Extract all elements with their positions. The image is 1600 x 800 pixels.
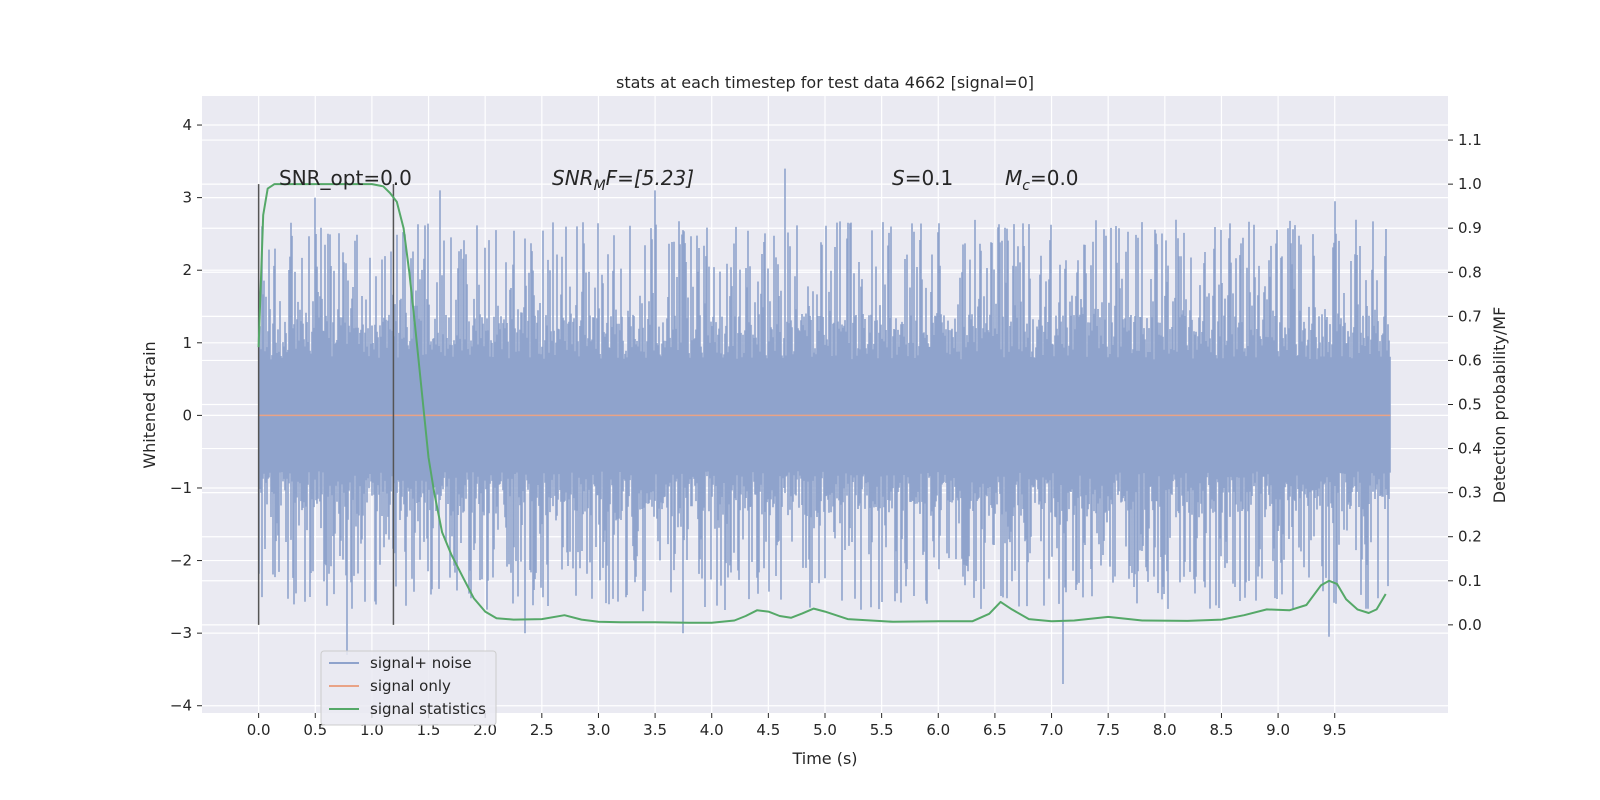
y-axis-title: Whitened strain: [140, 341, 159, 468]
y-axis-ticks: −4 −3 −2 −1 0 1 2 3 4: [170, 116, 202, 715]
y-tick-label: −3: [170, 624, 192, 642]
y2-tick-label: 0.2: [1458, 528, 1482, 546]
x-tick-label: 8.5: [1210, 721, 1234, 739]
x-tick-label: 7.5: [1096, 721, 1120, 739]
y-tick-label: −2: [170, 552, 192, 570]
y-tick-label: −4: [170, 697, 192, 715]
x-tick-label: 4.5: [756, 721, 780, 739]
x-tick-label: 8.0: [1153, 721, 1177, 739]
x-axis-title: Time (s): [791, 749, 857, 768]
legend-label-signal-only: signal only: [370, 677, 451, 695]
x-tick-label: 0.0: [247, 721, 271, 739]
annotation-snr-mf: SNRMF=[5.23]: [552, 166, 694, 194]
x-tick-label: 3.5: [643, 721, 667, 739]
y2-tick-label: 1.1: [1458, 131, 1482, 149]
y2-tick-label: 0.3: [1458, 484, 1482, 502]
y-tick-label: 2: [182, 261, 192, 279]
x-tick-label: 9.5: [1323, 721, 1347, 739]
x-tick-label: 9.0: [1266, 721, 1290, 739]
legend-label-signal-noise: signal+ noise: [370, 654, 472, 672]
y-tick-label: 3: [182, 189, 192, 207]
x-tick-label: 2.5: [530, 721, 554, 739]
y2-tick-label: 0.4: [1458, 440, 1482, 458]
vertical-markers: [257, 184, 395, 625]
legend-box: [320, 650, 497, 726]
y-tick-label: 1: [182, 334, 192, 352]
signal-statistics-line: [257, 183, 1387, 624]
x-tick-label: 0.5: [303, 721, 327, 739]
annotation-mc: Mc=0.0: [1005, 166, 1079, 194]
y2-tick-label: 0.5: [1458, 396, 1482, 414]
y2-tick-label: 0.1: [1458, 572, 1482, 590]
y-tick-label: −1: [170, 479, 192, 497]
annotation-snr-opt: SNR_opt=0.0: [279, 166, 412, 190]
y-tick-label: 0: [182, 406, 192, 424]
y2-tick-label: 0.0: [1458, 616, 1482, 634]
y2-tick-label: 0.9: [1458, 219, 1482, 237]
chart-title: stats at each timestep for test data 466…: [616, 73, 1034, 92]
x-tick-label: 5.5: [870, 721, 894, 739]
x-tick-label: 7.0: [1040, 721, 1064, 739]
y2-axis-ticks: 0.0 0.1 0.2 0.3 0.4 0.5 0.6 0.7 0.8 0.9 1.0 1.1: [1448, 131, 1482, 634]
legend-label-signal-statistics: signal statistics: [370, 700, 486, 718]
x-tick-label: 4.0: [700, 721, 724, 739]
x-tick-label: 6.5: [983, 721, 1007, 739]
y2-axis-title: Detection probability/MF: [1490, 307, 1509, 504]
y2-tick-label: 0.7: [1458, 307, 1482, 325]
annotation-s-stat: S=0.1: [892, 166, 953, 190]
y2-tick-label: 0.8: [1458, 263, 1482, 281]
x-tick-label: 3.0: [587, 721, 611, 739]
x-tick-label: 6.0: [926, 721, 950, 739]
y-tick-label: 4: [182, 116, 192, 134]
y2-tick-label: 0.6: [1458, 351, 1482, 369]
legend: signal+ noise signal only signal statist…: [320, 650, 497, 726]
signal-statistics-series: [257, 183, 1387, 624]
x-tick-label: 5.0: [813, 721, 837, 739]
x-axis-ticks: 0.0 0.5 1.0 1.5 2.0 2.5 3.0 3.5 4.0 4.5 5.0 5.5 6.0 6…: [247, 713, 1347, 739]
y2-tick-label: 1.0: [1458, 175, 1482, 193]
